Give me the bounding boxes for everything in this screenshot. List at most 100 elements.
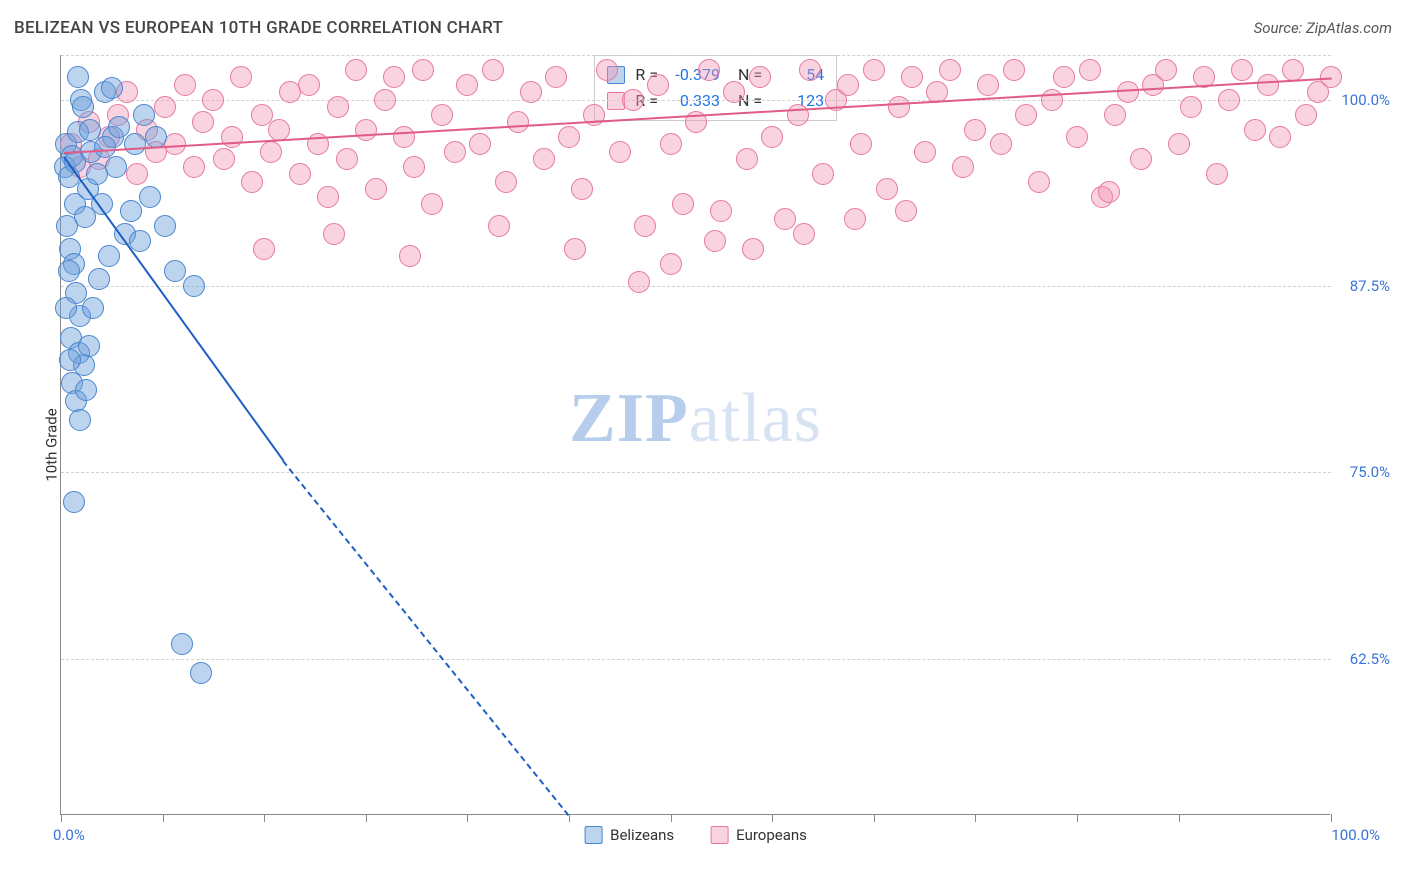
gridline — [61, 659, 1331, 660]
scatter-point-belizean — [82, 297, 104, 319]
scatter-point-belizean — [88, 268, 110, 290]
x-tick — [772, 814, 773, 822]
legend-item-europeans: Europeans — [710, 826, 807, 844]
scatter-point-european — [1079, 59, 1101, 81]
scatter-point-european — [374, 89, 396, 111]
gridline — [61, 472, 1331, 473]
scatter-point-european — [1180, 96, 1202, 118]
scatter-point-european — [213, 148, 235, 170]
scatter-point-european — [241, 171, 263, 193]
scatter-point-european — [704, 230, 726, 252]
scatter-point-belizean — [139, 186, 161, 208]
scatter-point-european — [469, 133, 491, 155]
x-tick — [1331, 814, 1332, 822]
scatter-point-european — [742, 238, 764, 260]
scatter-point-belizean — [133, 104, 155, 126]
scatter-point-european — [952, 156, 974, 178]
x-tick — [61, 814, 62, 822]
scatter-point-european — [1003, 59, 1025, 81]
scatter-point-european — [1028, 171, 1050, 193]
scatter-point-european — [1053, 66, 1075, 88]
scatter-point-european — [268, 119, 290, 141]
scatter-point-belizean — [190, 662, 212, 684]
scatter-point-european — [609, 141, 631, 163]
scatter-point-european — [710, 200, 732, 222]
scatter-point-belizean — [56, 215, 78, 237]
scatter-point-european — [327, 96, 349, 118]
scatter-point-european — [1244, 119, 1266, 141]
legend-label: Belizeans — [610, 826, 674, 844]
source-attribution: Source: ZipAtlas.com — [1254, 19, 1392, 37]
scatter-point-european — [876, 178, 898, 200]
scatter-point-european — [251, 104, 273, 126]
scatter-point-european — [192, 111, 214, 133]
scatter-point-european — [1104, 104, 1126, 126]
scatter-point-belizean — [69, 409, 91, 431]
scatter-point-european — [895, 200, 917, 222]
scatter-point-european — [1218, 89, 1240, 111]
scatter-point-european — [1130, 148, 1152, 170]
scatter-point-european — [844, 208, 866, 230]
scatter-point-european — [421, 193, 443, 215]
scatter-point-belizean — [72, 96, 94, 118]
scatter-point-european — [660, 133, 682, 155]
scatter-point-european — [1066, 126, 1088, 148]
scatter-point-european — [596, 59, 618, 81]
scatter-point-european — [888, 96, 910, 118]
scatter-point-european — [1282, 59, 1304, 81]
scatter-point-european — [723, 81, 745, 103]
scatter-point-european — [564, 238, 586, 260]
x-axis-max-label: 100.0% — [1331, 826, 1380, 844]
legend-label: Europeans — [736, 826, 807, 844]
scatter-point-belizean — [63, 491, 85, 513]
scatter-point-european — [126, 163, 148, 185]
scatter-point-european — [964, 119, 986, 141]
scatter-point-european — [761, 126, 783, 148]
trend-line — [282, 461, 569, 817]
scatter-point-european — [488, 215, 510, 237]
scatter-point-european — [1168, 133, 1190, 155]
scatter-point-european — [850, 133, 872, 155]
scatter-point-european — [383, 66, 405, 88]
scatter-point-european — [812, 163, 834, 185]
y-axis-title: 10th Grade — [43, 408, 61, 481]
scatter-point-european — [289, 163, 311, 185]
scatter-point-european — [558, 126, 580, 148]
scatter-point-european — [507, 111, 529, 133]
scatter-point-european — [939, 59, 961, 81]
scatter-point-european — [837, 74, 859, 96]
plot-area: ZIPatlas R =-0.379 N =54R =0.333 N =123 … — [60, 55, 1330, 815]
scatter-point-european — [622, 89, 644, 111]
scatter-point-european — [901, 66, 923, 88]
scatter-point-european — [990, 133, 1012, 155]
legend-swatch-icon — [710, 826, 728, 844]
scatter-point-european — [403, 156, 425, 178]
legend-item-belizeans: Belizeans — [584, 826, 674, 844]
scatter-point-european — [571, 178, 593, 200]
gridline — [61, 55, 1331, 56]
scatter-point-european — [799, 59, 821, 81]
scatter-point-european — [399, 245, 421, 267]
scatter-point-european — [431, 104, 453, 126]
scatter-point-european — [1155, 59, 1177, 81]
scatter-point-european — [863, 59, 885, 81]
chart-container: 10th Grade ZIPatlas R =-0.379 N =54R =0.… — [60, 55, 1390, 835]
legend-swatch-icon — [584, 826, 602, 844]
scatter-point-belizean — [120, 200, 142, 222]
scatter-point-belizean — [124, 133, 146, 155]
scatter-point-belizean — [78, 335, 100, 357]
scatter-point-european — [520, 81, 542, 103]
gridline — [61, 100, 1331, 101]
scatter-point-belizean — [67, 66, 89, 88]
scatter-point-european — [533, 148, 555, 170]
scatter-point-belizean — [164, 260, 186, 282]
scatter-point-belizean — [105, 156, 127, 178]
scatter-point-european — [323, 223, 345, 245]
scatter-point-european — [1295, 104, 1317, 126]
scatter-point-european — [221, 126, 243, 148]
scatter-point-european — [1231, 59, 1253, 81]
scatter-point-european — [774, 208, 796, 230]
scatter-point-belizean — [59, 349, 81, 371]
scatter-point-belizean — [79, 119, 101, 141]
scatter-point-european — [672, 193, 694, 215]
